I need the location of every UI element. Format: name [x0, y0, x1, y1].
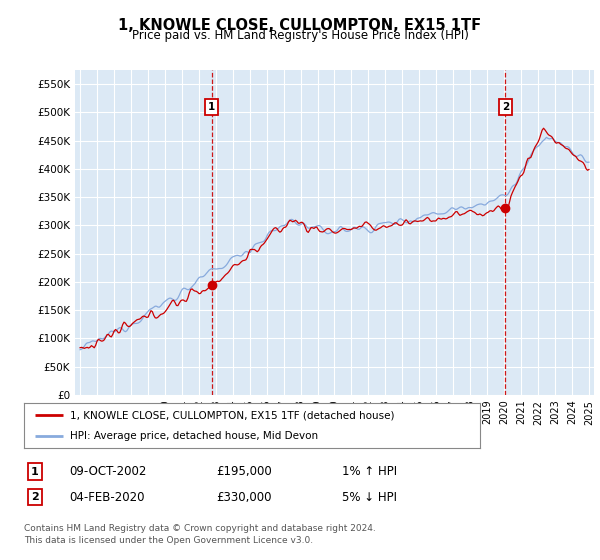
Text: HPI: Average price, detached house, Mid Devon: HPI: Average price, detached house, Mid … [70, 431, 318, 441]
Text: 1, KNOWLE CLOSE, CULLOMPTON, EX15 1TF (detached house): 1, KNOWLE CLOSE, CULLOMPTON, EX15 1TF (d… [70, 410, 394, 421]
Text: Price paid vs. HM Land Registry's House Price Index (HPI): Price paid vs. HM Land Registry's House … [131, 29, 469, 42]
Text: 1: 1 [208, 102, 215, 111]
Text: Contains HM Land Registry data © Crown copyright and database right 2024.: Contains HM Land Registry data © Crown c… [24, 524, 376, 533]
Text: 1: 1 [31, 466, 38, 477]
Text: £195,000: £195,000 [216, 465, 272, 478]
Text: 2: 2 [502, 102, 509, 111]
Text: £330,000: £330,000 [216, 491, 271, 504]
Text: 1, KNOWLE CLOSE, CULLOMPTON, EX15 1TF: 1, KNOWLE CLOSE, CULLOMPTON, EX15 1TF [118, 18, 482, 33]
Text: 1% ↑ HPI: 1% ↑ HPI [342, 465, 397, 478]
Text: This data is licensed under the Open Government Licence v3.0.: This data is licensed under the Open Gov… [24, 536, 313, 545]
Text: 2: 2 [31, 492, 38, 502]
Text: 09-OCT-2002: 09-OCT-2002 [69, 465, 146, 478]
Text: 5% ↓ HPI: 5% ↓ HPI [342, 491, 397, 504]
Text: 04-FEB-2020: 04-FEB-2020 [69, 491, 145, 504]
